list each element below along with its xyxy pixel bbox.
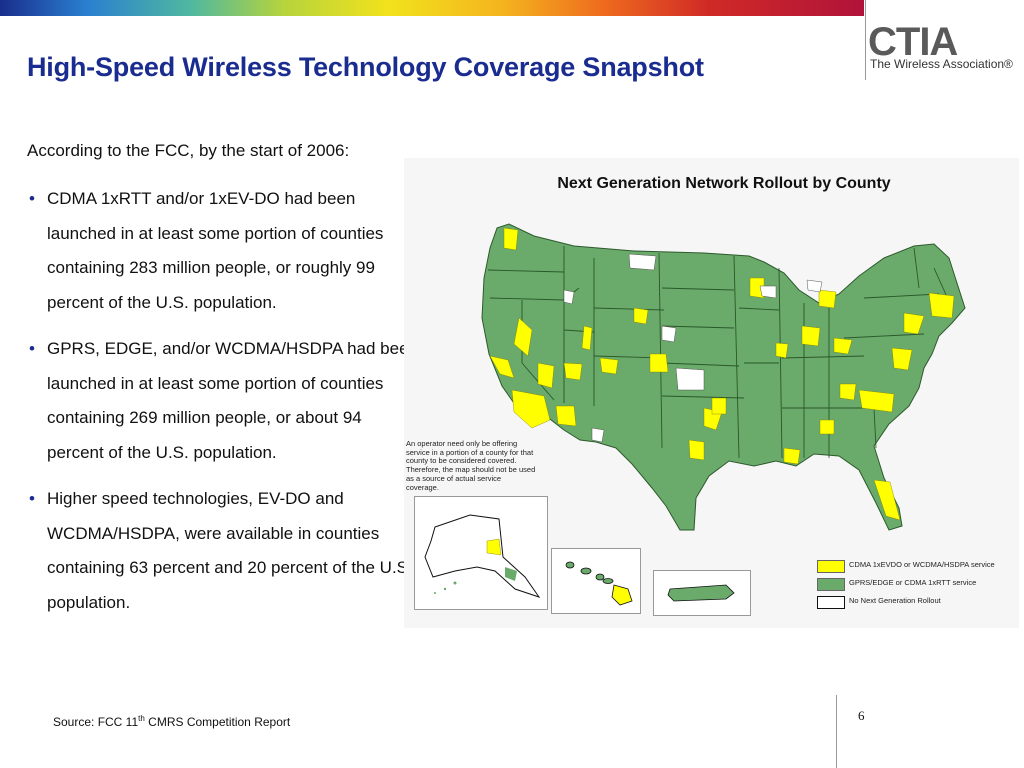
legend-label: GPRS/EDGE or CDMA 1xRTT service bbox=[849, 578, 977, 587]
coverage-map: Next Generation Network Rollout by Count… bbox=[404, 158, 1019, 628]
map-title: Next Generation Network Rollout by Count… bbox=[557, 175, 891, 192]
bullet-item: GPRS, EDGE, and/or WCDMA/HSDPA had been … bbox=[27, 332, 422, 470]
contiguous-us-shape bbox=[481, 223, 966, 531]
legend-swatch-none bbox=[817, 596, 845, 609]
legend-item: CDMA 1xEVDO or WCDMA/HSDPA service bbox=[817, 558, 1017, 576]
legend-swatch-gprs bbox=[817, 578, 845, 591]
us-county-map bbox=[481, 223, 966, 531]
intro-text: According to the FCC, by the start of 20… bbox=[27, 141, 350, 160]
alaska-inset bbox=[414, 496, 548, 610]
slide-title: High-Speed Wireless Technology Coverage … bbox=[27, 52, 704, 82]
divider-line bbox=[865, 0, 866, 80]
puerto-rico-shape bbox=[667, 584, 735, 602]
legend-label: CDMA 1xEVDO or WCDMA/HSDPA service bbox=[849, 560, 995, 569]
legend-swatch-evdo bbox=[817, 560, 845, 573]
color-gradient-bar bbox=[0, 0, 864, 16]
bullet-list: CDMA 1xRTT and/or 1xEV-DO had been launc… bbox=[27, 182, 422, 632]
map-legend: CDMA 1xEVDO or WCDMA/HSDPA service GPRS/… bbox=[817, 558, 1017, 612]
legend-label: No Next Generation Rollout bbox=[849, 596, 941, 605]
legend-item: No Next Generation Rollout bbox=[817, 594, 1017, 612]
bullet-item: Higher speed technologies, EV-DO and WCD… bbox=[27, 482, 422, 620]
alaska-shape bbox=[424, 514, 541, 598]
divider-line bbox=[836, 695, 837, 768]
source-suffix: CMRS Competition Report bbox=[144, 715, 291, 729]
map-disclaimer: An operator need only be offering servic… bbox=[406, 439, 536, 492]
legend-item: GPRS/EDGE or CDMA 1xRTT service bbox=[817, 576, 1017, 594]
logo-wordmark: CTIA bbox=[868, 20, 958, 64]
hawaii-inset bbox=[551, 548, 641, 614]
source-prefix: Source: FCC 11 bbox=[53, 715, 139, 729]
logo-tagline: The Wireless Association® bbox=[870, 57, 1013, 71]
ctia-logo: CTIA The Wireless Association® bbox=[868, 22, 1018, 74]
source-superscript: th bbox=[138, 714, 145, 723]
bullet-item: CDMA 1xRTT and/or 1xEV-DO had been launc… bbox=[27, 182, 422, 320]
page-number: 6 bbox=[858, 708, 865, 723]
source-citation: Source: FCC 11th CMRS Competition Report bbox=[53, 714, 290, 729]
puerto-rico-inset bbox=[653, 570, 751, 616]
